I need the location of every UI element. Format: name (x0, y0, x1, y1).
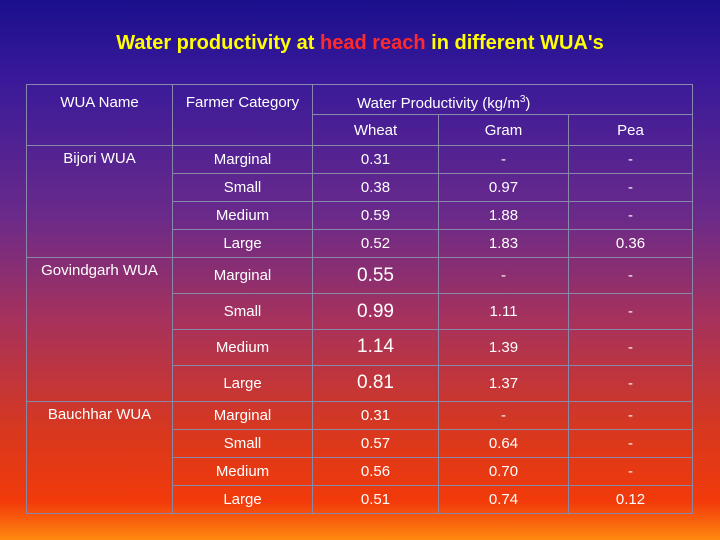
table-row: Small 0.38 0.97- (27, 173, 693, 203)
pea-cell: - (568, 144, 693, 175)
header-pea: Pea (568, 114, 693, 146)
gram-cell: 1.37 (438, 364, 569, 402)
category-cell: Large (172, 364, 313, 402)
wheat-cell: 0.55 (312, 257, 439, 295)
pea-cell: - (568, 364, 693, 402)
table-row: Govindgarh WUA Marginal 0.55- - (26, 257, 693, 402)
wheat-cell: 1.14 (312, 328, 439, 366)
table-row: Medium 1.14 1.39- (27, 328, 693, 366)
gram-cell: 0.64 (438, 428, 569, 458)
title-part-2: in different WUA's (425, 32, 604, 54)
gram-cell: 0.70 (438, 456, 569, 486)
pea-cell: - (568, 400, 693, 430)
table-row: Small 0.99 1.11- (27, 293, 693, 330)
wp-sup: 3 (519, 94, 526, 105)
gram-cell: - (438, 257, 569, 295)
wheat-cell: 0.31 (312, 400, 439, 430)
water-productivity-table: WUA Name Farmer Category Water Productiv… (26, 84, 693, 515)
gram-cell: 1.88 (438, 201, 569, 231)
category-cell: Medium (172, 201, 313, 231)
category-cell: Large (172, 229, 313, 259)
gram-cell: - (438, 144, 569, 175)
wheat-cell: 0.57 (312, 428, 439, 458)
wua-name-cell: Bauchhar WUA (26, 400, 173, 515)
wheat-cell: 0.81 (312, 364, 439, 402)
category-cell: Large (172, 484, 313, 515)
wp-prefix: Water Productivity (kg/m (357, 95, 520, 112)
pea-cell: - (568, 257, 693, 295)
table-row: Large 0.81 1.37- (27, 364, 693, 402)
header-water-productivity: Water Productivity (kg/m3) (312, 84, 693, 115)
header-gram: Gram (438, 114, 569, 146)
wheat-cell: 0.38 (312, 173, 439, 203)
header-farmer-category: Farmer Category (172, 84, 313, 146)
category-cell: Marginal (172, 400, 313, 430)
pea-cell: - (568, 456, 693, 486)
pea-cell: - (568, 201, 693, 231)
wp-suffix: ) (525, 95, 531, 112)
category-cell: Small (172, 173, 313, 203)
table-row: Bauchhar WUA Marginal 0.31- - (26, 400, 693, 515)
gram-cell: 1.11 (438, 293, 569, 330)
gram-cell: 0.97 (438, 173, 569, 203)
header-wheat: Wheat (312, 114, 439, 146)
gram-cell: 1.39 (438, 328, 569, 366)
pea-cell: - (568, 428, 693, 458)
category-cell: Marginal (172, 144, 313, 175)
gram-cell: - (438, 400, 569, 430)
wheat-cell: 0.31 (312, 144, 439, 175)
pea-cell: 0.12 (568, 484, 693, 515)
category-cell: Small (172, 428, 313, 458)
category-cell: Medium (172, 328, 313, 366)
header-wua-name: WUA Name (26, 84, 173, 146)
category-cell: Medium (172, 456, 313, 486)
wua-name-cell: Bijori WUA (26, 144, 173, 259)
table-row: Bijori WUA Marginal 0.31- - (26, 144, 693, 259)
category-cell: Marginal (172, 257, 313, 295)
pea-cell: - (568, 328, 693, 366)
gram-cell: 0.74 (438, 484, 569, 515)
wua-name-cell: Govindgarh WUA (26, 257, 173, 402)
wheat-cell: 0.99 (312, 293, 439, 330)
wheat-cell: 0.59 (312, 201, 439, 231)
slide-title: Water productivity at head reach in diff… (0, 32, 720, 55)
table-row: Medium 0.59 1.88- (27, 201, 693, 231)
table-row: Large 0.52 1.83 0.36 (27, 229, 693, 259)
title-highlight: head reach (320, 32, 426, 54)
wheat-cell: 0.56 (312, 456, 439, 486)
gram-cell: 1.83 (438, 229, 569, 259)
table-row: Large 0.51 0.74 0.12 (27, 484, 693, 515)
category-cell: Small (172, 293, 313, 330)
table-row: Medium 0.56 0.70- (27, 456, 693, 486)
title-part-1: Water productivity at (116, 32, 321, 54)
pea-cell: - (568, 293, 693, 330)
pea-cell: 0.36 (568, 229, 693, 259)
wheat-cell: 0.51 (312, 484, 439, 515)
pea-cell: - (568, 173, 693, 203)
wheat-cell: 0.52 (312, 229, 439, 259)
